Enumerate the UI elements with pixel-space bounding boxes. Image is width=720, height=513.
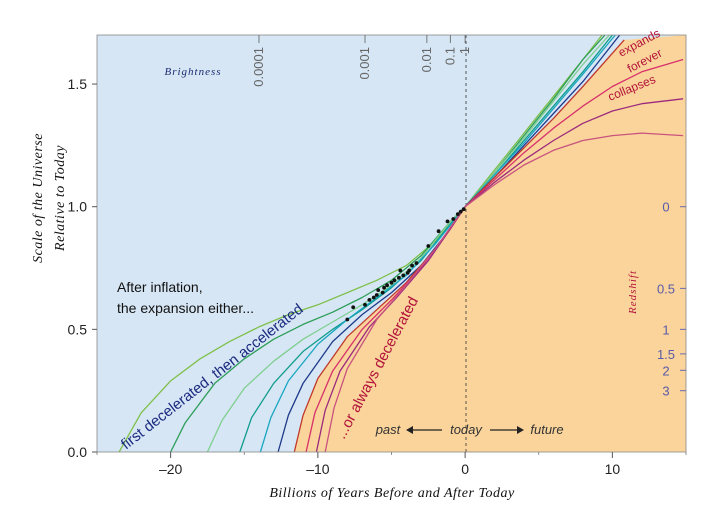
series-line-10 (324, 132, 684, 452)
x-tick-label: –10 (306, 461, 330, 477)
y-axis: 0.0 0.5 1.0 1.5 (68, 76, 97, 460)
y-tick-label: 0.5 (68, 321, 88, 337)
series-line-5 (259, 35, 616, 452)
timeline-past: past (375, 422, 402, 437)
arrow-left-head (406, 426, 413, 434)
supernova-observations (345, 207, 466, 322)
observation-point (407, 268, 412, 273)
observation-point (458, 209, 463, 214)
observation-point (410, 263, 414, 268)
observation-point (397, 275, 401, 280)
brightness-scale: 0.0001 0.001 0.01 0.1 1 (251, 35, 472, 87)
redshift-tick-label: 3 (662, 384, 669, 399)
observation-point (376, 288, 381, 292)
annotation-after-inflation-2: the expansion either... (117, 300, 254, 316)
watermark: 遇言的科技探索 (628, 485, 712, 500)
y-axis-title-line1: Scale of the Universe (31, 133, 46, 263)
observation-point (389, 280, 394, 285)
observation-point (455, 212, 460, 217)
observation-point (367, 298, 372, 302)
brightness-tick-label: 1 (457, 47, 472, 54)
brightness-tick-label: 0.0001 (251, 47, 266, 87)
y-tick-label: 0.0 (68, 444, 88, 460)
observation-point (414, 261, 419, 265)
expansion-curves (118, 35, 684, 452)
observation-point (345, 317, 350, 322)
observation-point (380, 290, 385, 295)
brightness-label: Brightness (164, 66, 221, 78)
observation-point (374, 293, 379, 297)
y-tick-label: 1.0 (68, 199, 88, 215)
brightness-tick-label: 0.001 (357, 47, 372, 80)
series-line-1 (118, 35, 603, 452)
x-tick-label: 10 (605, 461, 621, 477)
y-tick-label: 1.5 (68, 76, 88, 92)
redshift-tick-label: 2 (662, 363, 669, 378)
observation-point (436, 229, 441, 234)
observation-point (351, 305, 356, 310)
observation-point (451, 217, 456, 221)
observation-point (401, 273, 406, 278)
timeline-future: future (530, 422, 563, 437)
series-line-2 (170, 35, 606, 452)
observation-point (426, 244, 431, 248)
observation-point (445, 219, 450, 224)
redshift-label: Redshift (627, 270, 639, 315)
observation-point (461, 207, 466, 212)
observation-point (382, 285, 386, 290)
observation-point (398, 268, 403, 273)
arrow-right-head (517, 426, 524, 434)
observation-point (371, 295, 376, 300)
brightness-tick-label: 0.01 (419, 47, 434, 72)
observation-point (363, 302, 367, 307)
redshift-tick-label: 1.5 (657, 347, 675, 362)
redshift-scale: 0 0.5 1 1.52 3 (657, 200, 686, 399)
annotation-after-inflation-1: After inflation, (117, 279, 203, 295)
x-axis-title: Billions of Years Before and After Today (269, 486, 515, 501)
redshift-tick-label: 0 (662, 200, 669, 215)
observation-point (392, 278, 397, 283)
brightness-tick-label: 0.1 (442, 47, 457, 65)
series-line-6 (277, 35, 621, 452)
series-line-4 (239, 35, 613, 452)
y-axis-title-line2: Relative to Today (53, 145, 68, 252)
timeline-today: today (450, 422, 483, 437)
x-tick-label: –20 (159, 461, 183, 477)
redshift-tick-label: 1 (662, 322, 669, 337)
redshift-tick-label: 0.5 (657, 281, 675, 296)
x-axis: –20 –10 0 10 (96, 452, 687, 477)
observation-point (385, 283, 389, 288)
x-tick-label: 0 (461, 461, 469, 477)
